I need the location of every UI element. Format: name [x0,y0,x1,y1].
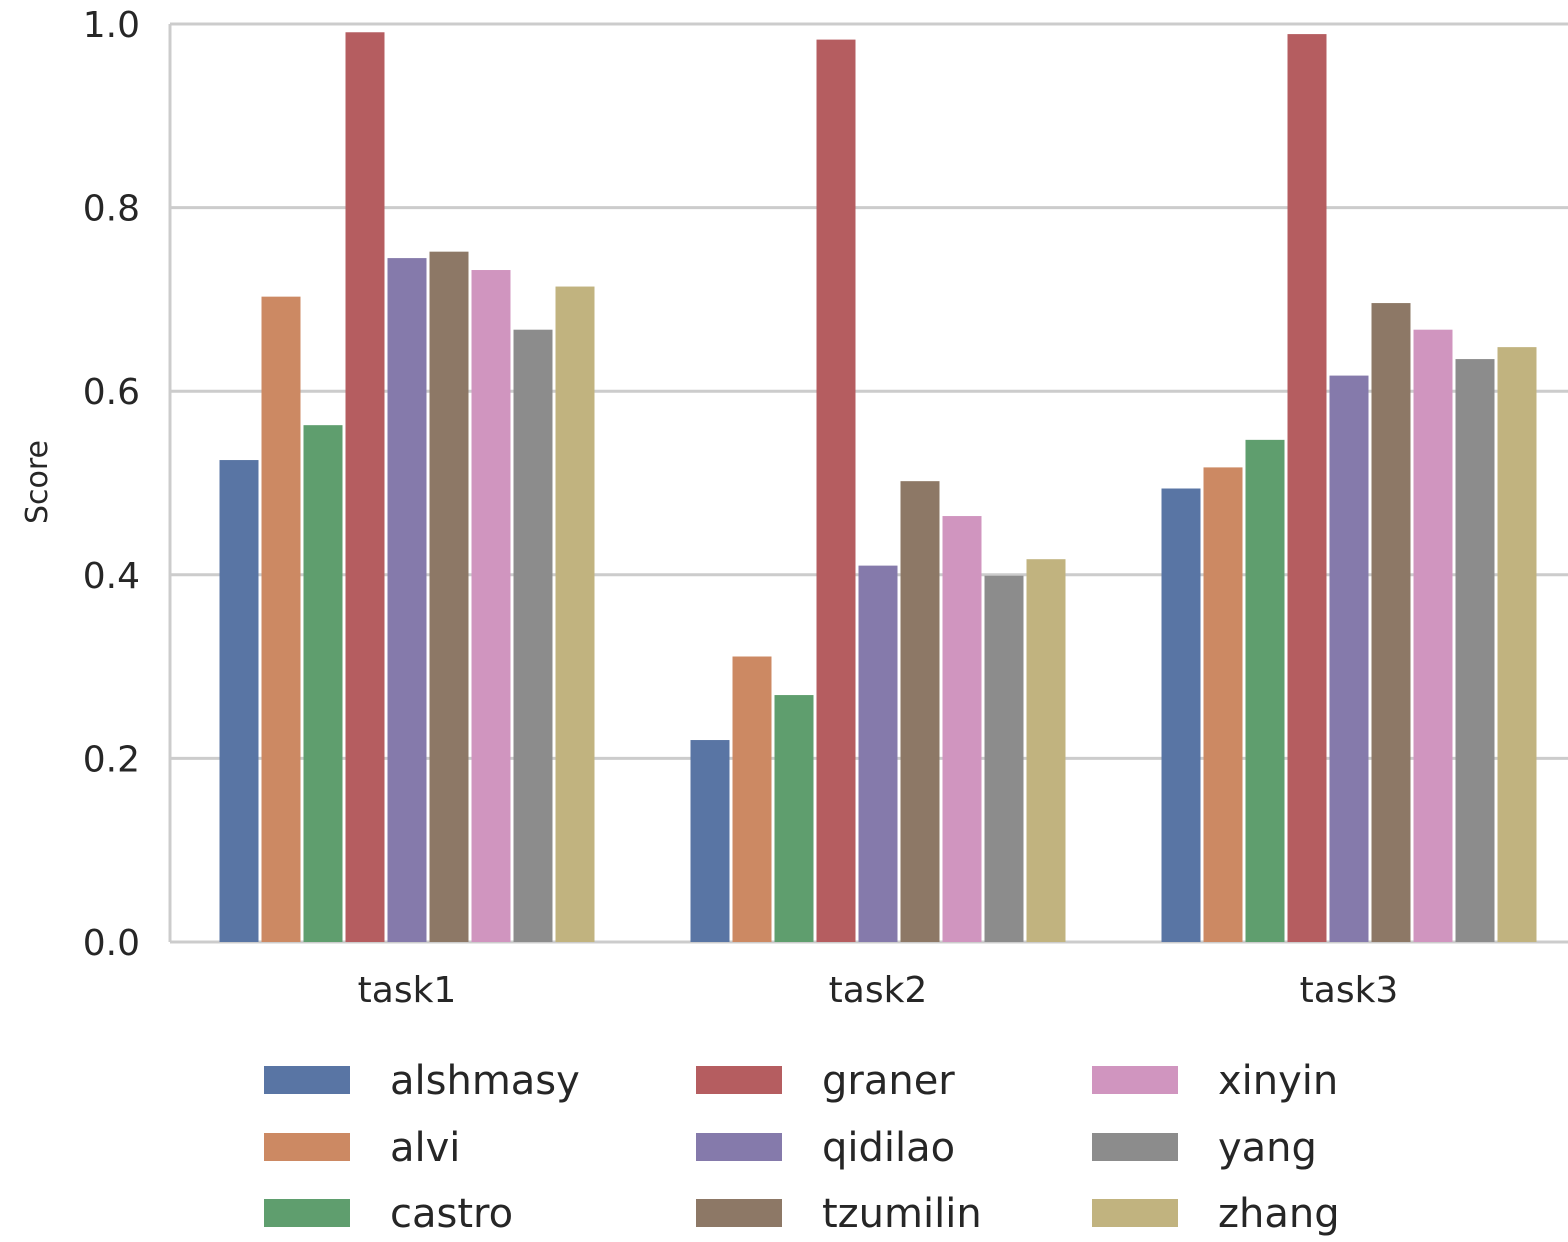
legend-swatch [264,1133,350,1161]
legend-item-alshmasy: alshmasy [264,1058,580,1104]
legend-swatch [696,1133,782,1161]
x-tick-label: task1 [358,970,457,1011]
bar-xinyin-task1 [471,270,511,942]
bars [219,32,1537,943]
bar-xinyin-task2 [942,516,982,942]
bar-alvi-task3 [1203,467,1243,942]
y-tick-label: 0.0 [83,923,140,964]
legend-item-yang: yang [1092,1125,1317,1171]
bar-graner-task2 [816,39,856,942]
legend: alshmasy alvi castro graner qidilao tzumilin x… [264,1058,1340,1237]
legend-item-qidilao: qidilao [696,1125,955,1171]
bar-yang-task3 [1455,359,1495,942]
bar-zhang-task2 [1026,559,1066,942]
x-tick-labels: task1 task2 task3 [358,970,1399,1011]
bar-xinyin-task3 [1413,329,1453,943]
bar-tzumilin-task2 [900,481,940,942]
legend-item-alvi: alvi [264,1125,460,1171]
legend-label: yang [1218,1125,1317,1171]
x-tick-label: task2 [829,970,928,1011]
bar-alshmasy-task1 [219,460,259,942]
y-tick-labels: 0.0 0.2 0.4 0.6 0.8 1.0 [83,5,140,964]
legend-item-graner: graner [696,1058,955,1104]
bar-tzumilin-task3 [1371,303,1411,942]
bar-alvi-task2 [732,656,772,942]
bar-alvi-task1 [261,296,301,942]
legend-label: zhang [1218,1191,1340,1237]
legend-item-zhang: zhang [1092,1191,1340,1237]
legend-label: qidilao [822,1125,955,1171]
legend-swatch [1092,1066,1178,1094]
legend-swatch [696,1199,782,1227]
legend-swatch [1092,1133,1178,1161]
bar-tzumilin-task1 [429,251,469,942]
legend-label: alvi [390,1125,460,1171]
bar-yang-task1 [513,329,553,943]
bar-castro-task1 [303,425,343,942]
legend-label: xinyin [1218,1058,1338,1104]
bar-zhang-task1 [555,286,595,943]
x-tick-label: task3 [1300,970,1399,1011]
y-tick-label: 0.2 [83,739,140,780]
legend-item-castro: castro [264,1191,513,1237]
bar-castro-task2 [774,695,814,942]
legend-label: alshmasy [390,1058,580,1104]
legend-item-xinyin: xinyin [1092,1058,1338,1104]
bar-graner-task3 [1287,34,1327,942]
legend-label: tzumilin [822,1191,982,1237]
bar-qidilao-task3 [1329,375,1369,942]
legend-item-tzumilin: tzumilin [696,1191,982,1237]
y-tick-label: 1.0 [83,5,140,46]
bar-qidilao-task2 [858,565,898,942]
legend-swatch [696,1066,782,1094]
legend-label: graner [822,1058,955,1104]
bar-graner-task1 [345,32,385,942]
y-tick-label: 0.8 [83,189,140,230]
legend-label: castro [390,1191,513,1237]
legend-swatch [264,1199,350,1227]
bar-zhang-task3 [1497,347,1537,942]
bar-yang-task2 [984,575,1024,942]
bar-qidilao-task1 [387,258,427,943]
y-tick-label: 0.4 [83,556,140,597]
legend-swatch [1092,1199,1178,1227]
bar-alshmasy-task3 [1161,488,1201,942]
bar-castro-task3 [1245,439,1285,942]
legend-swatch [264,1066,350,1094]
y-tick-label: 0.6 [83,372,140,413]
bar-alshmasy-task2 [690,740,730,942]
y-axis-label: Score [20,440,55,524]
